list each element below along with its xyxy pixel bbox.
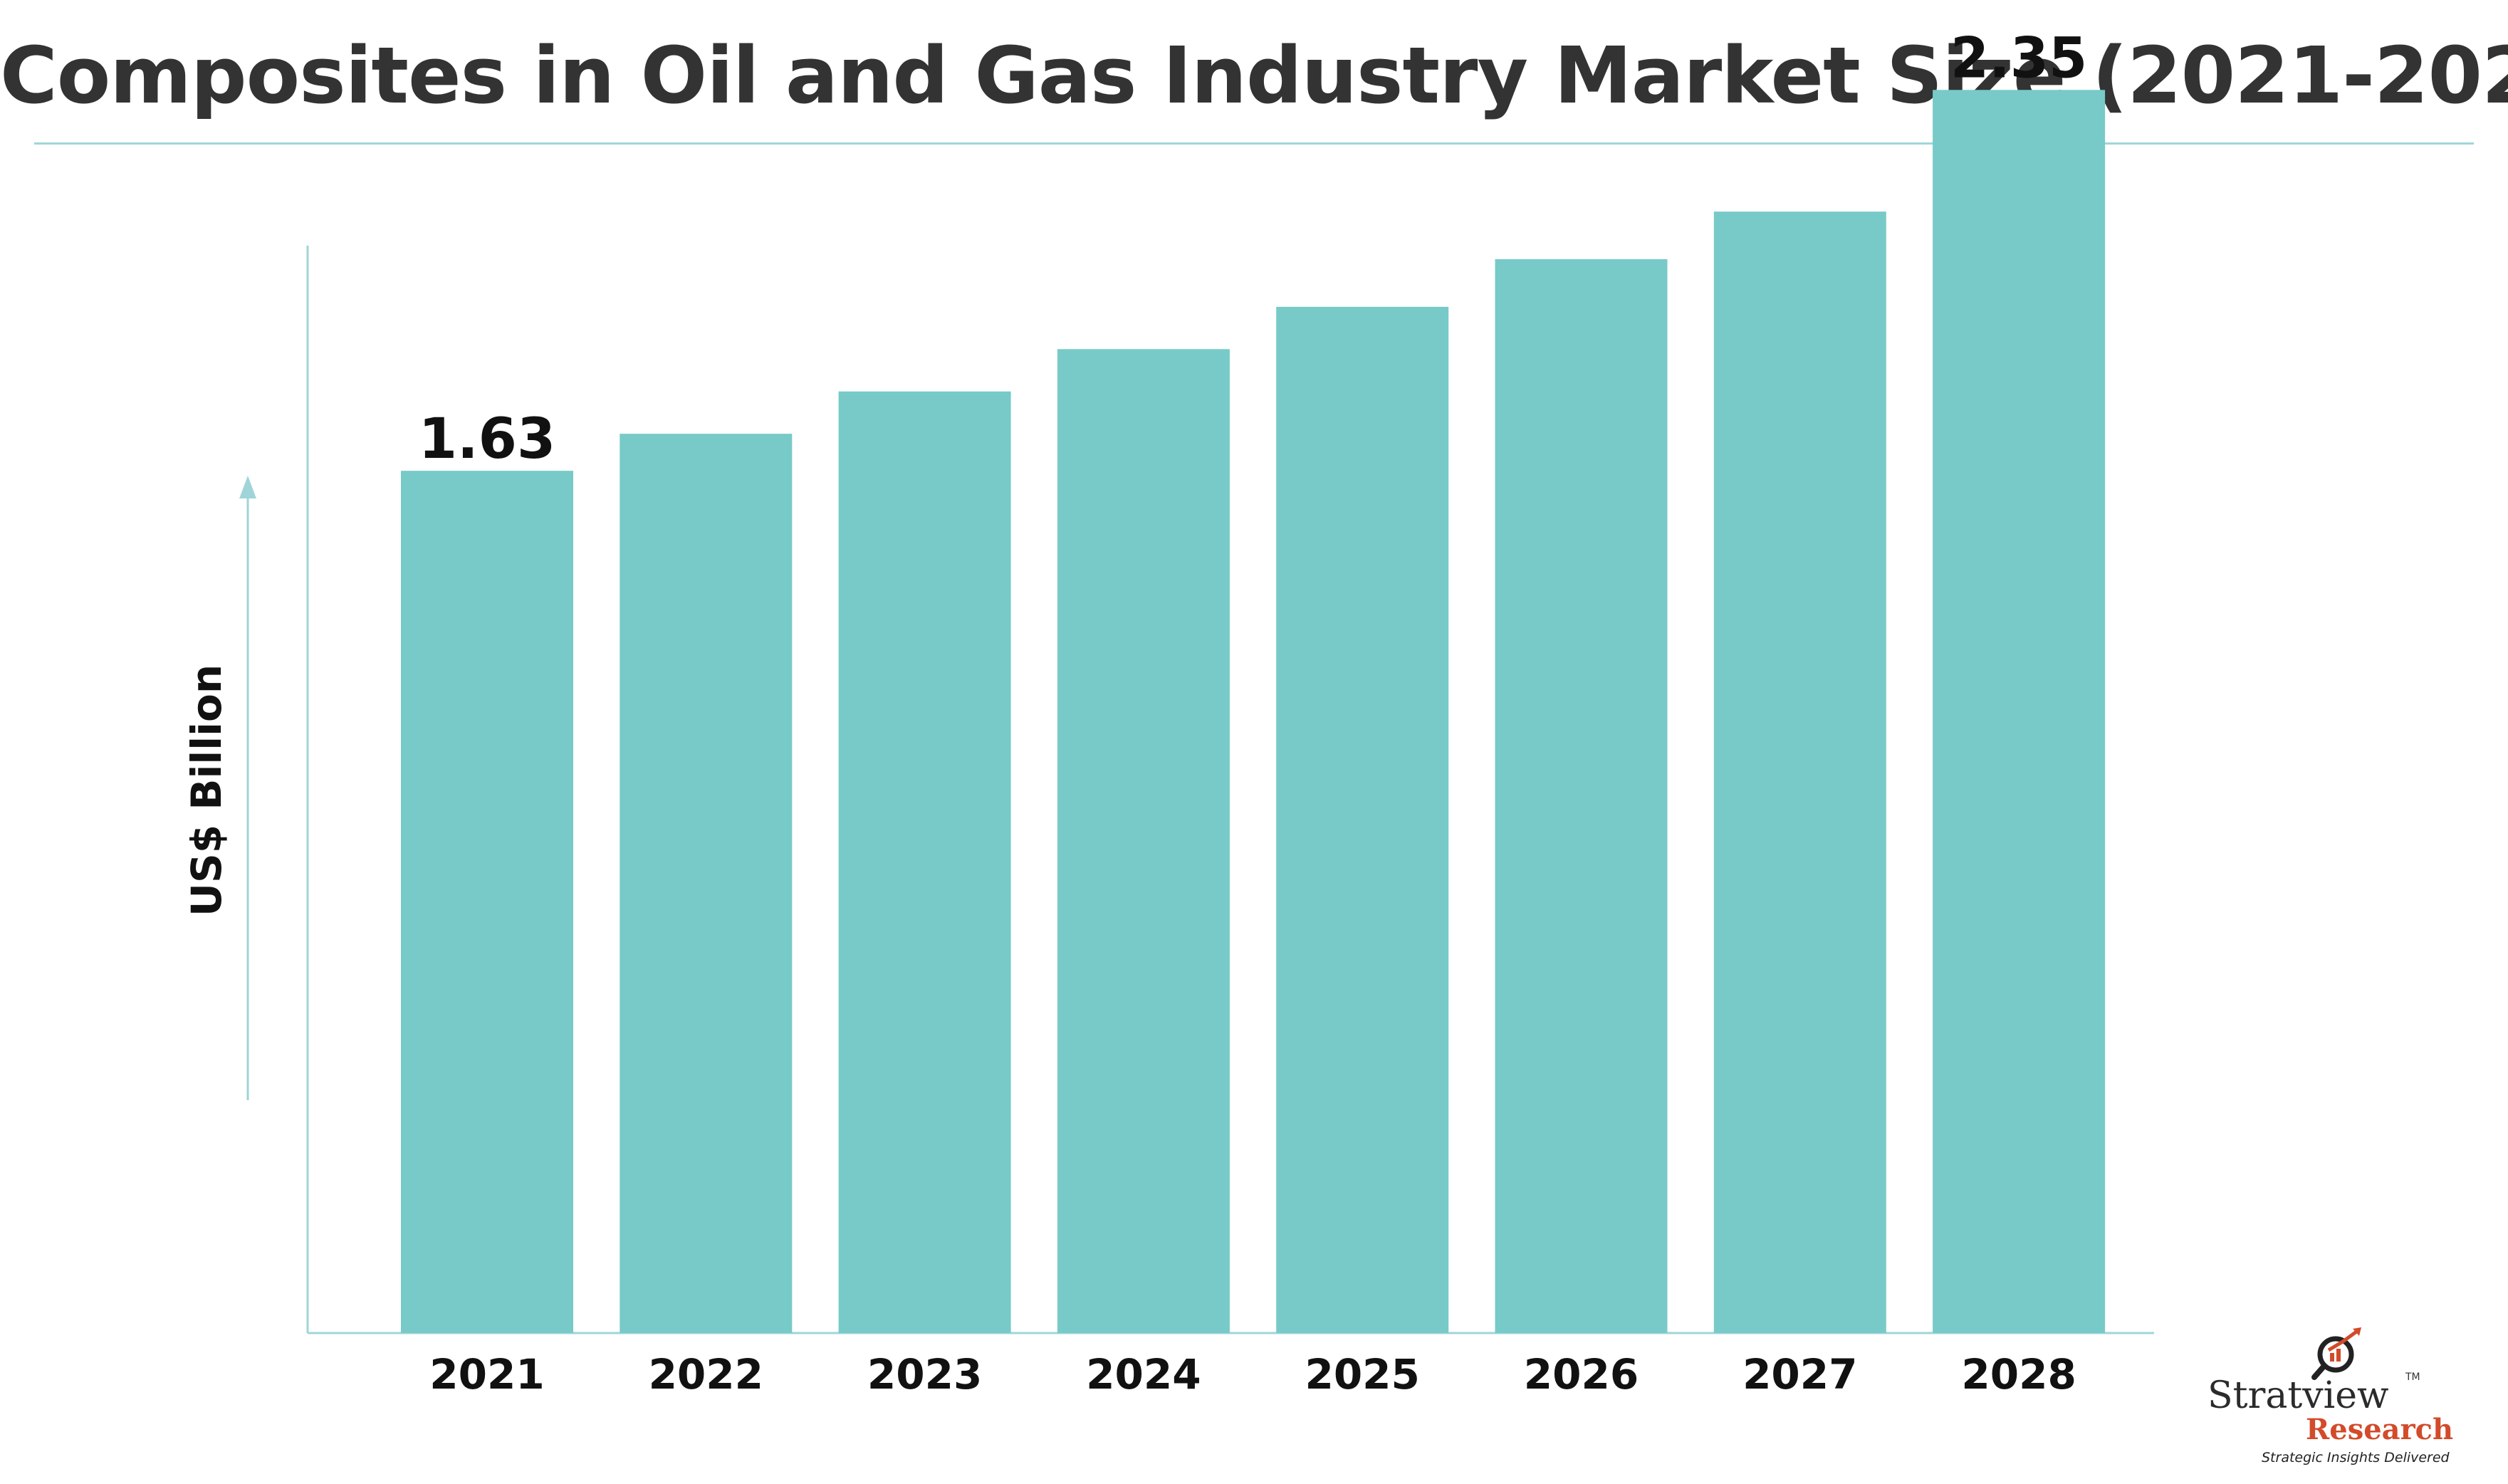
data-label: 2.35 [1950, 26, 2087, 90]
data-label: 1.63 [419, 407, 555, 471]
bar-2026 [1495, 259, 1668, 1333]
bar-2023 [838, 391, 1011, 1333]
logo-trademark: TM [2405, 1371, 2420, 1383]
x-tick-label: 2027 [1742, 1350, 1857, 1399]
x-tick-label: 2028 [1961, 1350, 2076, 1399]
bar-2027 [1713, 211, 1886, 1334]
bar-series [401, 90, 2106, 1334]
x-tick-label: 2021 [429, 1350, 544, 1399]
x-tick-label: 2024 [1086, 1350, 1201, 1399]
x-tick-label: 2023 [867, 1350, 982, 1399]
x-tick-labels: 2021 2022 2023 2024 2025 2026 2027 2028 [429, 1350, 2076, 1399]
bar-2022 [620, 434, 793, 1334]
x-tick-label: 2026 [1524, 1350, 1639, 1399]
y-arrow-head [239, 476, 256, 498]
magnifier-growth-icon [2311, 1327, 2361, 1380]
x-tick-label: 2025 [1305, 1350, 1419, 1399]
logo-brand: Stratview [2207, 1374, 2389, 1417]
bar-2025 [1276, 306, 1449, 1333]
logo-tagline: Strategic Insights Delivered [2262, 1450, 2450, 1465]
logo-sub: Research [2306, 1413, 2454, 1446]
bar-2021 [401, 471, 573, 1334]
bar-2024 [1057, 349, 1230, 1334]
bar-2028 [1933, 90, 2106, 1333]
stratview-logo: Stratview TM Research Strategic Insights… [2200, 1324, 2453, 1467]
title-divider [34, 142, 2474, 145]
x-tick-label: 2022 [649, 1350, 763, 1399]
data-labels: 1.63 2.35 [419, 26, 2088, 471]
